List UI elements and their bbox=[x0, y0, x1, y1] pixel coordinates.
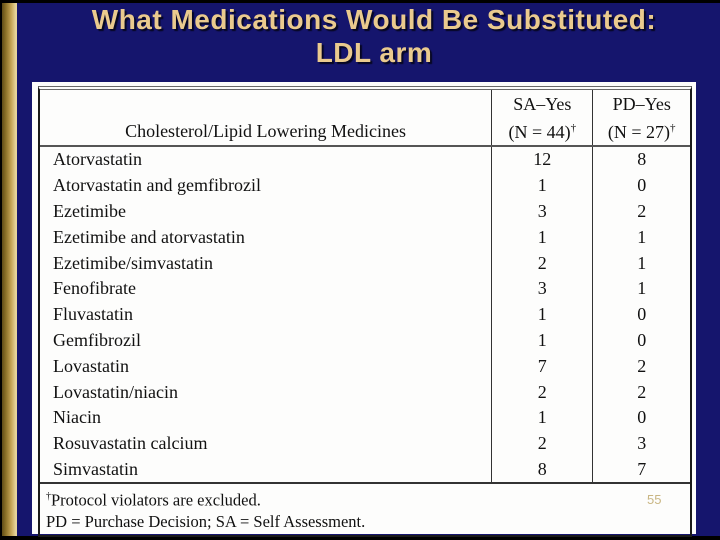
table-row: Atorvastatin 12 8 bbox=[40, 147, 690, 173]
dagger-icon: † bbox=[46, 491, 51, 503]
footnote-protocol: †Protocol violators are excluded. bbox=[46, 490, 261, 510]
medication-name-cell: Gemfibrozil bbox=[53, 329, 141, 350]
pd-yes-cell: 3 bbox=[592, 430, 690, 457]
table-row: Lovastatin 7 2 bbox=[40, 353, 690, 380]
sa-yes-cell: 3 bbox=[491, 198, 592, 225]
medication-name-cell: Lovastatin bbox=[53, 355, 129, 376]
medication-name-cell: Lovastatin/niacin bbox=[53, 381, 178, 402]
pd-yes-cell: 1 bbox=[592, 224, 690, 251]
sa-yes-cell: 2 bbox=[491, 250, 592, 276]
table-footnotes: †Protocol violators are excluded. PD = P… bbox=[40, 482, 690, 535]
sa-yes-cell: 12 bbox=[491, 147, 592, 173]
pd-yes-label: PD–Yes bbox=[612, 93, 671, 114]
medication-name-cell: Simvastatin bbox=[53, 458, 138, 479]
medication-name-cell: Niacin bbox=[53, 407, 101, 428]
table-row: Atorvastatin and gemfibrozil 1 0 bbox=[40, 172, 690, 199]
sa-yes-cell: 8 bbox=[491, 456, 592, 483]
dagger-icon: † bbox=[570, 121, 577, 134]
table-row: Gemfibrozil 1 0 bbox=[40, 327, 690, 354]
medication-name-cell: Atorvastatin and gemfibrozil bbox=[53, 175, 261, 196]
table-row: Ezetimibe/simvastatin 2 1 bbox=[40, 250, 690, 276]
sa-yes-cell: 1 bbox=[491, 404, 592, 431]
medication-name-cell: Ezetimibe and atorvastatin bbox=[53, 226, 245, 247]
page-number: 55 bbox=[647, 492, 662, 507]
table-row: Lovastatin/niacin 2 2 bbox=[40, 379, 690, 405]
dagger-icon: † bbox=[670, 121, 676, 134]
pd-yes-cell: 0 bbox=[592, 172, 690, 199]
pd-yes-cell: 0 bbox=[592, 327, 690, 354]
sa-yes-cell: 1 bbox=[491, 327, 592, 354]
sa-yes-cell: 7 bbox=[491, 353, 592, 380]
sa-yes-cell: 1 bbox=[491, 172, 592, 199]
pd-yes-cell: 2 bbox=[592, 353, 690, 380]
table-row: Fluvastatin 1 0 bbox=[40, 301, 690, 328]
table-header-row: Cholesterol/Lipid Lowering Medicines SA–… bbox=[40, 90, 690, 147]
table-row: Niacin 1 0 bbox=[40, 404, 690, 431]
content-panel: Cholesterol/Lipid Lowering Medicines SA–… bbox=[32, 82, 696, 537]
title-line-1: What Medications Would Be Substituted: bbox=[91, 4, 657, 35]
pd-yes-cell: 1 bbox=[592, 275, 690, 302]
table-row: Fenofibrate 3 1 bbox=[40, 275, 690, 302]
sa-yes-cell: 3 bbox=[491, 275, 592, 302]
medication-name-cell: Ezetimibe/simvastatin bbox=[53, 252, 213, 273]
pd-yes-cell: 0 bbox=[592, 301, 690, 328]
medication-name-cell: Fluvastatin bbox=[53, 304, 133, 325]
title-line-2: LDL arm bbox=[315, 37, 433, 68]
sa-yes-cell: 1 bbox=[491, 301, 592, 328]
sa-yes-n: (N = 44)† bbox=[508, 121, 577, 142]
medication-name-cell: Ezetimibe bbox=[53, 200, 126, 221]
table-row: Ezetimibe 3 2 bbox=[40, 198, 690, 225]
medication-name-cell: Atorvastatin bbox=[53, 149, 142, 170]
pd-yes-cell: 1 bbox=[592, 250, 690, 276]
column-header-medicines: Cholesterol/Lipid Lowering Medicines bbox=[125, 121, 407, 141]
footnote-abbreviations: PD = Purchase Decision; SA = Self Assess… bbox=[46, 511, 366, 531]
slide: What Medications Would Be Substituted: L… bbox=[0, 3, 720, 537]
slide-title: What Medications Would Be Substituted: L… bbox=[32, 3, 716, 69]
pd-yes-cell: 0 bbox=[592, 404, 690, 431]
pd-yes-cell: 7 bbox=[592, 456, 690, 483]
column-header-pd-yes: PD–Yes (N = 27)† bbox=[592, 90, 690, 145]
column-header-sa-yes: SA–Yes (N = 44)† bbox=[491, 90, 592, 145]
sa-yes-cell: 2 bbox=[491, 379, 592, 405]
sa-yes-cell: 2 bbox=[491, 430, 592, 457]
sa-yes-label: SA–Yes bbox=[513, 93, 572, 114]
pd-yes-n: (N = 27)† bbox=[607, 121, 676, 142]
medication-name-cell: Fenofibrate bbox=[53, 278, 136, 299]
pd-yes-cell: 2 bbox=[592, 198, 690, 225]
sa-yes-cell: 1 bbox=[491, 224, 592, 251]
table-row: Ezetimibe and atorvastatin 1 1 bbox=[40, 224, 690, 251]
medication-name-cell: Rosuvastatin calcium bbox=[53, 433, 208, 454]
table-row: Rosuvastatin calcium 2 3 bbox=[40, 430, 690, 457]
table-row: Simvastatin 8 7 bbox=[40, 456, 690, 483]
pd-yes-cell: 2 bbox=[592, 379, 690, 405]
left-accent-bar bbox=[2, 3, 17, 536]
pd-yes-cell: 8 bbox=[592, 147, 690, 173]
medications-table: Cholesterol/Lipid Lowering Medicines SA–… bbox=[38, 86, 692, 537]
table-body: Atorvastatin 12 8 Atorvastatin and gemfi… bbox=[40, 147, 690, 483]
